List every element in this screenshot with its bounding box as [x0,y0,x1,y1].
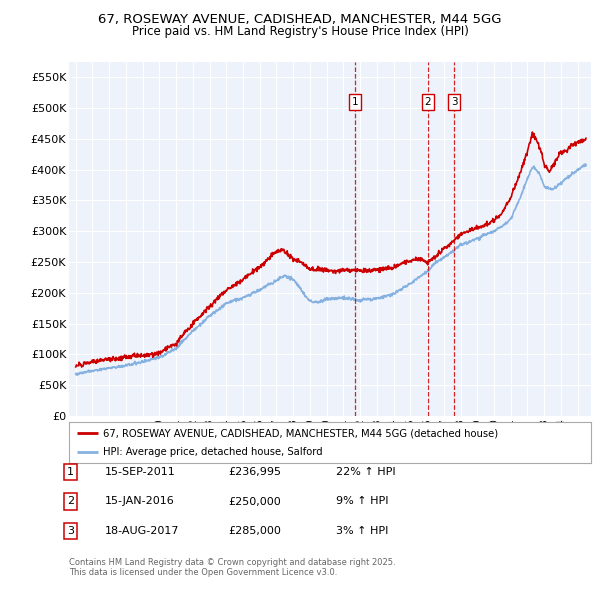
Text: 67, ROSEWAY AVENUE, CADISHEAD, MANCHESTER, M44 5GG (detached house): 67, ROSEWAY AVENUE, CADISHEAD, MANCHESTE… [103,428,498,438]
Text: Contains HM Land Registry data © Crown copyright and database right 2025.
This d: Contains HM Land Registry data © Crown c… [69,558,395,577]
Text: 18-AUG-2017: 18-AUG-2017 [105,526,179,536]
Text: 2: 2 [424,97,431,107]
Text: £250,000: £250,000 [228,497,281,506]
Text: 3: 3 [67,526,74,536]
Text: 15-JAN-2016: 15-JAN-2016 [105,497,175,506]
Text: 3: 3 [451,97,458,107]
Text: Price paid vs. HM Land Registry's House Price Index (HPI): Price paid vs. HM Land Registry's House … [131,25,469,38]
Text: 2: 2 [67,497,74,506]
Text: HPI: Average price, detached house, Salford: HPI: Average price, detached house, Salf… [103,447,323,457]
Text: 1: 1 [352,97,359,107]
Text: 3% ↑ HPI: 3% ↑ HPI [336,526,388,536]
Text: 9% ↑ HPI: 9% ↑ HPI [336,497,389,506]
Text: 22% ↑ HPI: 22% ↑ HPI [336,467,395,477]
Text: 1: 1 [67,467,74,477]
Text: £236,995: £236,995 [228,467,281,477]
Text: 67, ROSEWAY AVENUE, CADISHEAD, MANCHESTER, M44 5GG: 67, ROSEWAY AVENUE, CADISHEAD, MANCHESTE… [98,13,502,26]
Text: 15-SEP-2011: 15-SEP-2011 [105,467,176,477]
Text: £285,000: £285,000 [228,526,281,536]
